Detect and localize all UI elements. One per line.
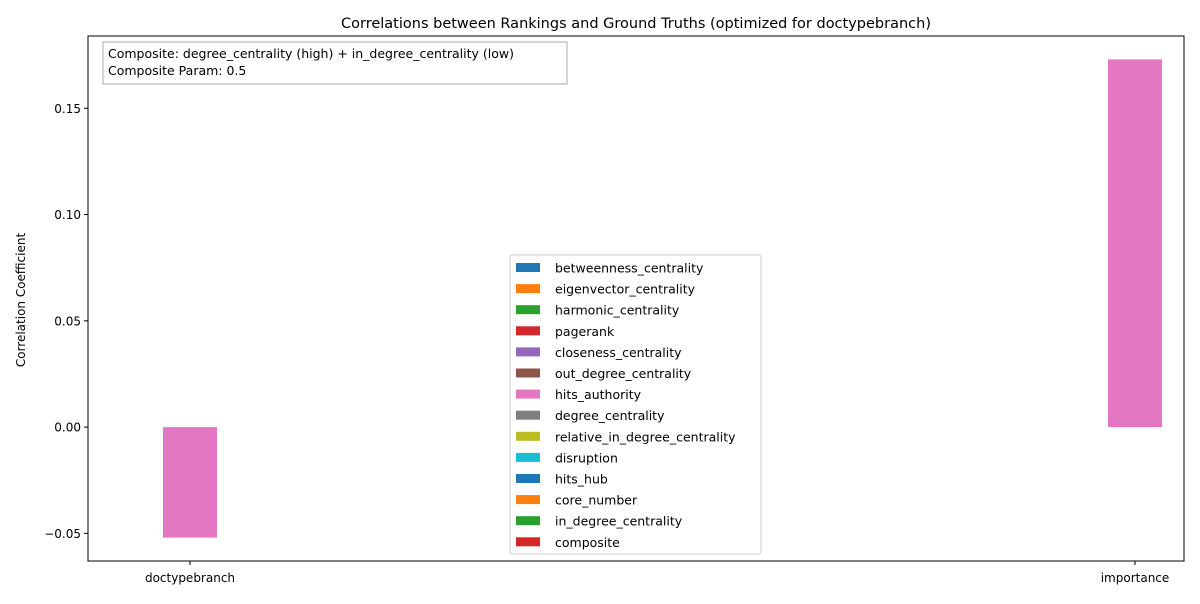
- y-tick-label: 0.10: [54, 208, 81, 222]
- y-tick-label: −0.05: [44, 527, 81, 541]
- legend-swatch-relative_in_degree_centrality: [516, 431, 540, 441]
- legend-label-harmonic_centrality: harmonic_centrality: [555, 303, 680, 318]
- legend-label-hits_authority: hits_authority: [555, 387, 642, 402]
- x-tick-label-doctypebranch: doctypebranch: [145, 571, 235, 585]
- bars-layer: [163, 59, 1162, 538]
- legend-swatch-harmonic_centrality: [516, 305, 540, 315]
- legend-swatch-core_number: [516, 495, 540, 505]
- legend-label-pagerank: pagerank: [555, 324, 615, 339]
- y-tick-label: 0.15: [54, 102, 81, 116]
- legend-label-eigenvector_centrality: eigenvector_centrality: [555, 282, 696, 297]
- legend: betweenness_centrality eigenvector_centra…: [509, 254, 762, 555]
- x-tick-label-importance: importance: [1101, 571, 1170, 585]
- legend-label-hits_hub: hits_hub: [555, 472, 608, 487]
- legend-swatch-eigenvector_centrality: [516, 284, 540, 294]
- y-tick-label: 0.00: [54, 421, 81, 435]
- legend-swatch-betweenness_centrality: [516, 263, 540, 272]
- legend-swatch-hits_authority: [516, 389, 540, 399]
- bar-hits_authority-doctypebranch: [163, 427, 217, 538]
- legend-label-composite: composite: [555, 535, 620, 550]
- bar-hits_authority-importance: [1108, 59, 1162, 428]
- legend-frame: [509, 254, 762, 555]
- y-ticks-layer: −0.05 0.00 0.05 0.10 0.15: [44, 102, 88, 541]
- annotation-box: Composite: degree_centrality (high) + in…: [102, 41, 568, 85]
- legend-swatch-in_degree_centrality: [516, 516, 540, 526]
- legend-swatch-composite: [516, 537, 540, 547]
- legend-label-out_degree_centrality: out_degree_centrality: [555, 366, 692, 381]
- x-ticks-layer: doctypebranch importance: [145, 561, 1169, 585]
- legend-swatch-degree_centrality: [516, 410, 540, 420]
- legend-swatch-hits_hub: [516, 474, 540, 483]
- y-axis-label: Correlation Coefficient: [14, 233, 28, 368]
- legend-swatch-disruption: [516, 452, 540, 462]
- legend-swatch-closeness_centrality: [516, 347, 540, 357]
- annotation-line-2: Composite Param: 0.5: [108, 63, 246, 78]
- legend-items: betweenness_centrality eigenvector_centra…: [516, 261, 736, 550]
- legend-label-relative_in_degree_centrality: relative_in_degree_centrality: [555, 429, 736, 444]
- chart-title: Correlations between Rankings and Ground…: [341, 16, 931, 32]
- legend-label-in_degree_centrality: in_degree_centrality: [555, 514, 683, 529]
- legend-label-disruption: disruption: [555, 450, 618, 465]
- legend-label-degree_centrality: degree_centrality: [555, 408, 665, 423]
- annotation-line-1: Composite: degree_centrality (high) + in…: [108, 46, 514, 61]
- legend-swatch-out_degree_centrality: [516, 368, 540, 378]
- y-tick-label: 0.05: [54, 314, 81, 328]
- legend-label-core_number: core_number: [555, 493, 638, 508]
- legend-label-betweenness_centrality: betweenness_centrality: [555, 261, 704, 276]
- legend-swatch-pagerank: [516, 326, 540, 336]
- legend-label-closeness_centrality: closeness_centrality: [555, 345, 682, 360]
- plot-frame: [87, 35, 1185, 562]
